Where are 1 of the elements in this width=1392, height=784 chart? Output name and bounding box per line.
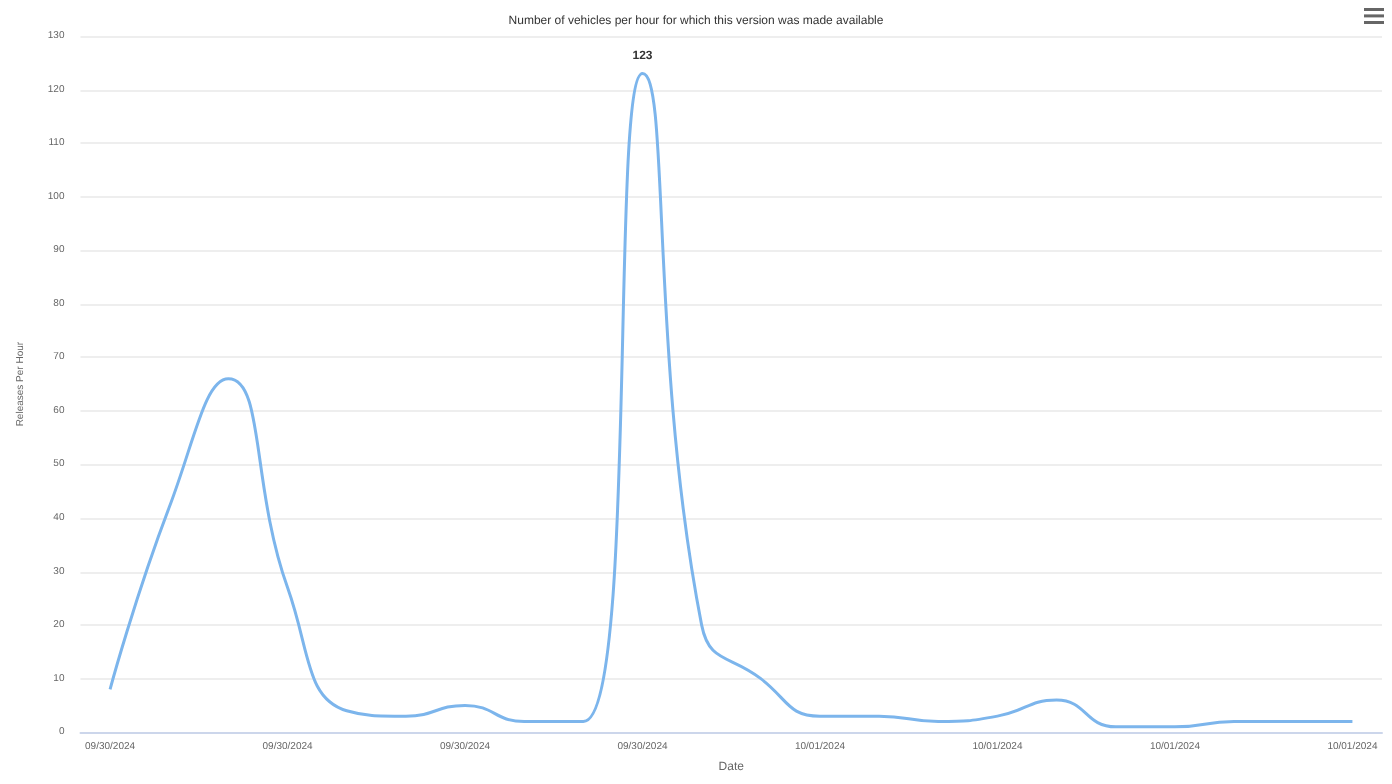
line-series bbox=[108, 71, 1354, 729]
